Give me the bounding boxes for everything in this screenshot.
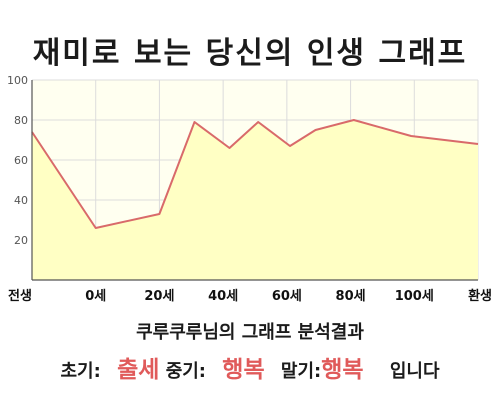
x-tick-label: 40세	[208, 289, 238, 304]
middle-stage-value: 행복	[222, 357, 265, 383]
life-stage-summary: 초기: 출세 중기: 행복 말기:행복 입니다	[0, 350, 500, 384]
x-tick-label: 전생	[8, 288, 32, 304]
y-tick-label: 80	[14, 114, 28, 127]
x-tick-label: 60세	[272, 289, 302, 304]
analysis-result-heading: 쿠루쿠루님의 그래프 분석결과	[136, 322, 364, 343]
y-tick-label: 60	[14, 154, 28, 167]
chart-title: 재미로 보는 당신의 인생 그래프	[32, 36, 468, 71]
y-tick-label: 40	[14, 194, 28, 207]
y-tick-label: 20	[14, 234, 28, 247]
life-area-fill	[32, 120, 478, 280]
x-tick-label: 환생	[468, 288, 492, 304]
y-tick-label: 100	[7, 74, 28, 87]
stage-suffix: 입니다	[389, 361, 440, 382]
early-stage-label: 초기:	[60, 361, 101, 382]
x-tick-label: 80세	[336, 289, 366, 304]
early-stage-value: 출세	[117, 357, 160, 383]
life-line	[31, 119, 479, 229]
x-tick-label: 20세	[144, 289, 174, 304]
x-tick-label: 100세	[395, 289, 434, 304]
late-stage-value: 행복	[321, 357, 364, 383]
middle-stage-label: 중기:	[165, 361, 207, 382]
x-tick-label: 0세	[85, 289, 106, 304]
late-stage-label: 말기:	[280, 361, 322, 382]
